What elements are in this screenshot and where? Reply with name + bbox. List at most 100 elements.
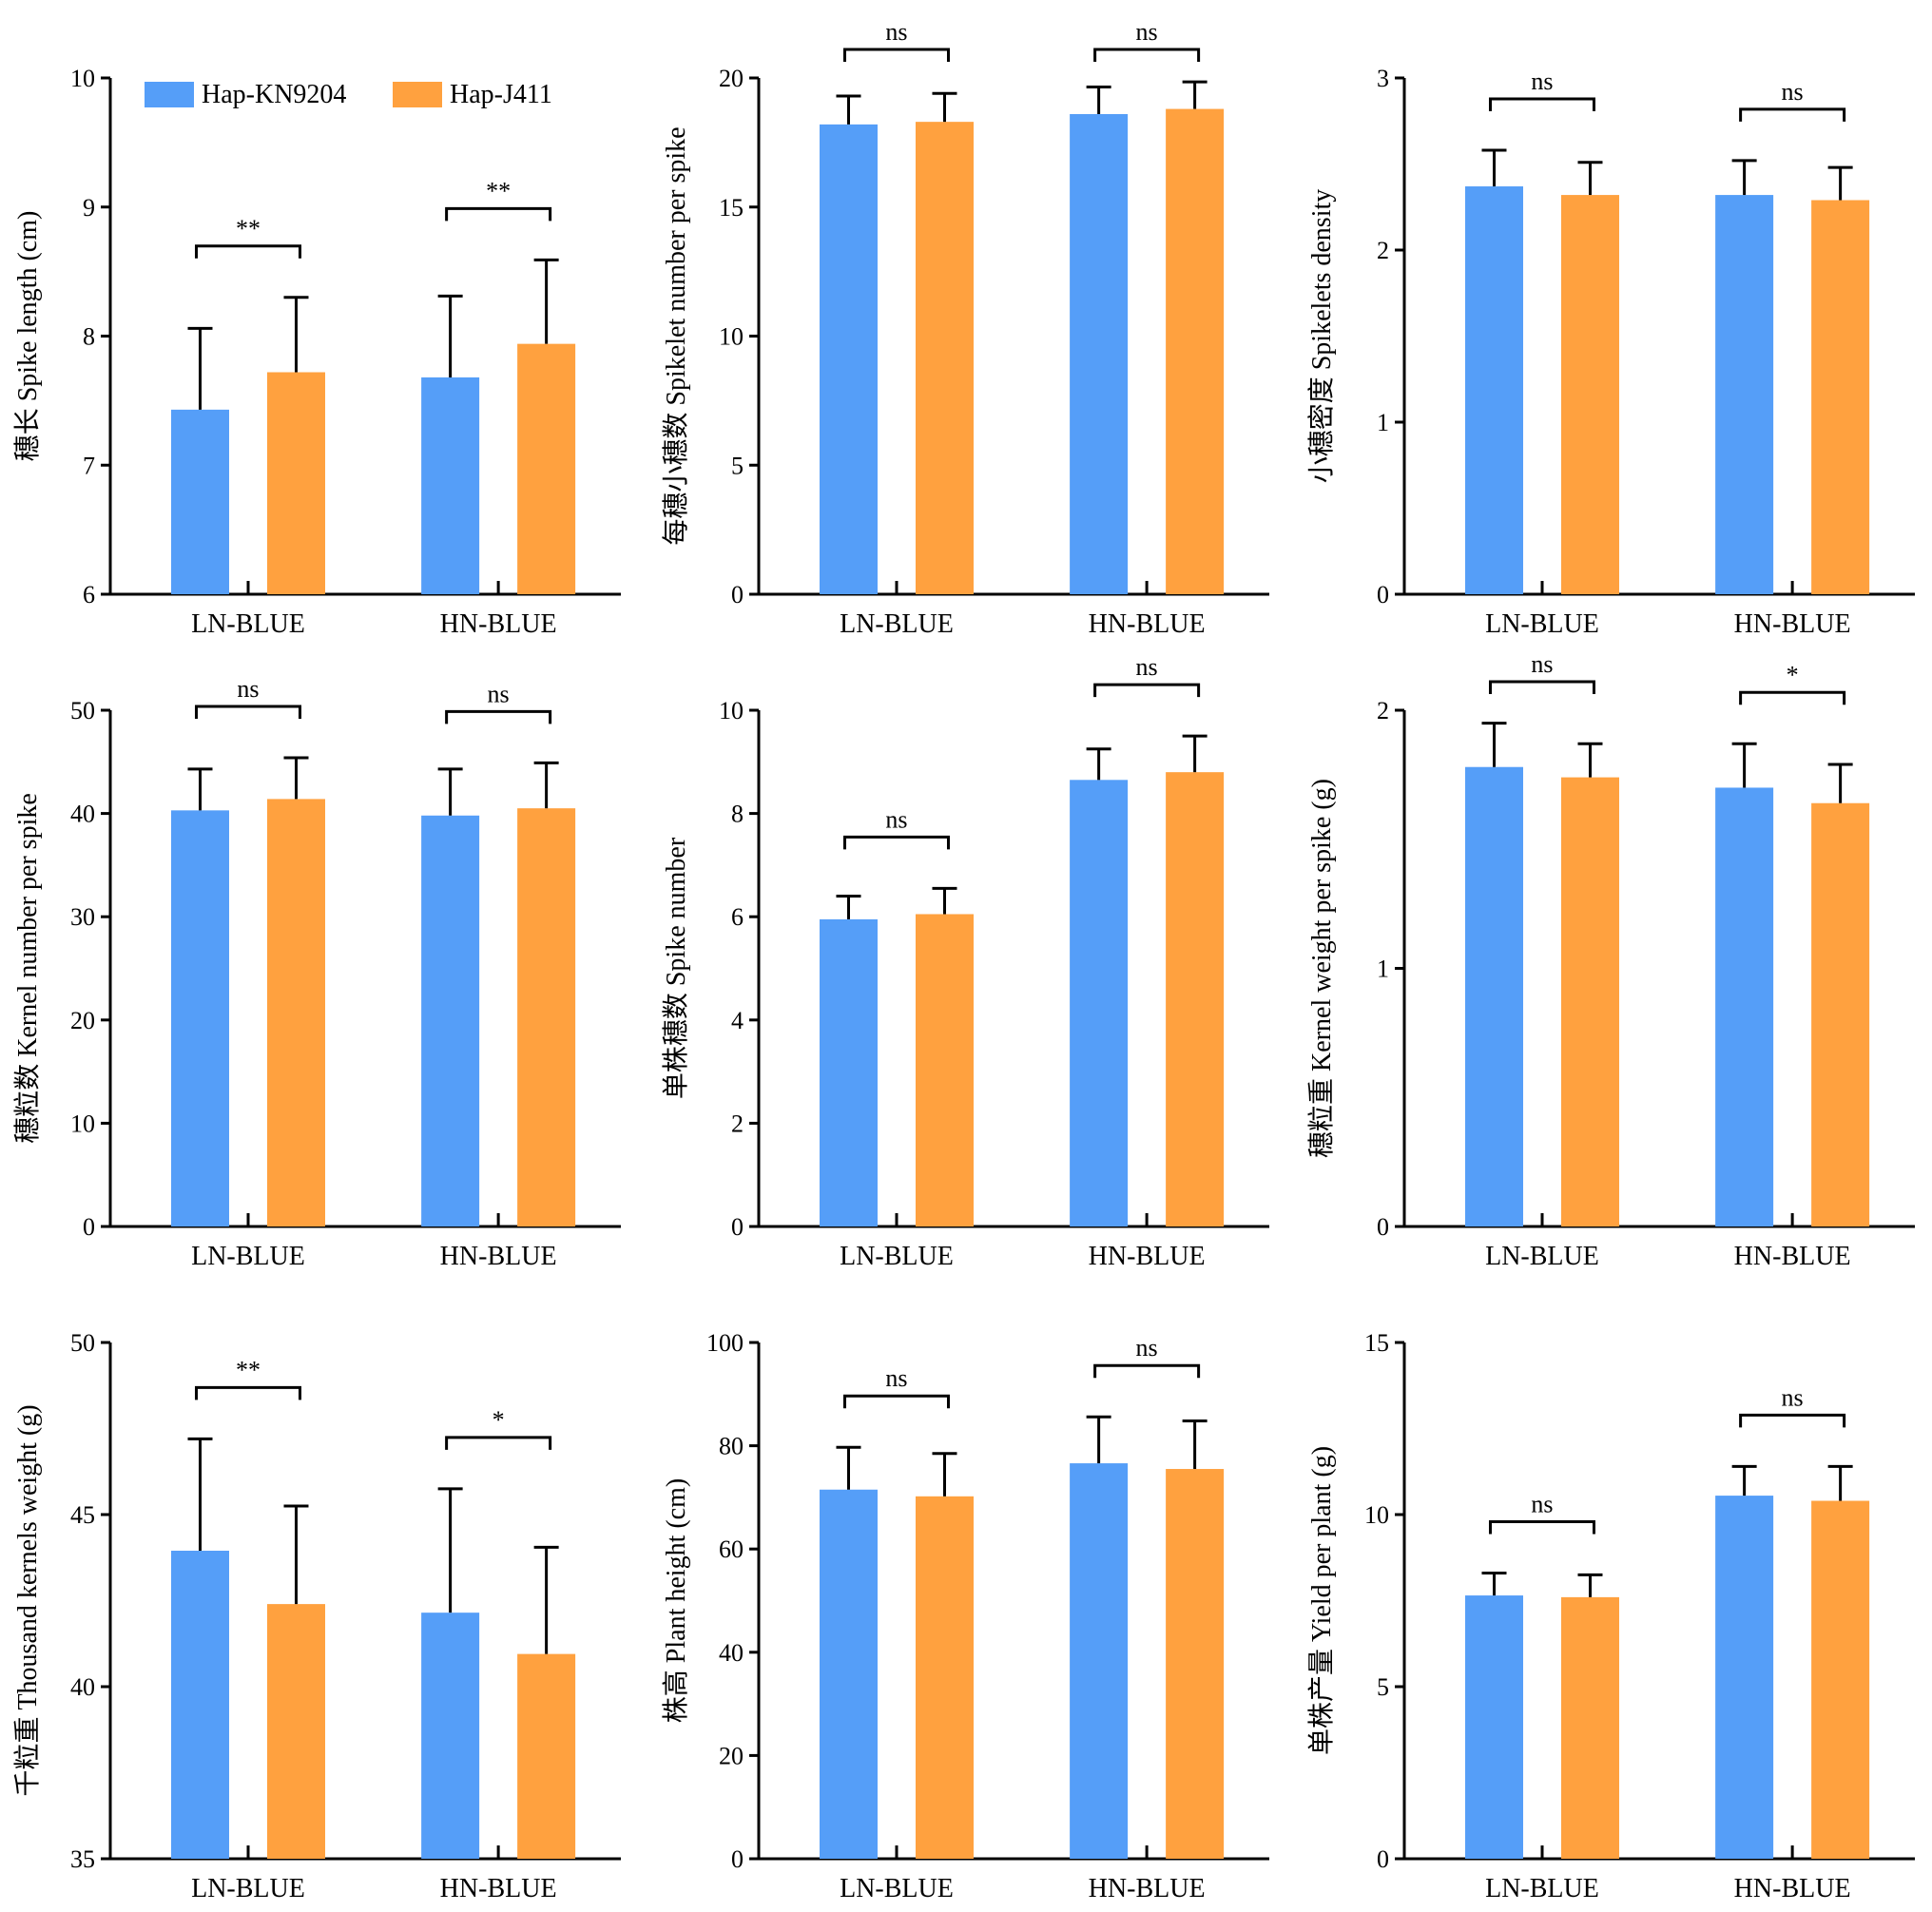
bar-hap-kn9204 [819, 1489, 878, 1859]
bar-hap-kn9204 [819, 918, 878, 1226]
y-tick-label: 10 [1364, 1501, 1389, 1529]
x-category-label: HN-BLUE [440, 1242, 557, 1271]
y-tick-label: 6 [731, 903, 744, 931]
y-tick-label: 8 [731, 801, 744, 828]
y-tick-label: 40 [70, 1673, 95, 1701]
y-axis-title: 穗粒重 Kernel weight per spike (g) [1306, 779, 1337, 1158]
panel-3: 0 1 2 3 小穗密度 Spikelets density LN-BLUE ns HN-BL… [1306, 65, 1915, 639]
bar-hap-j411 [1166, 1469, 1225, 1859]
y-tick-label: 0 [1377, 1213, 1389, 1241]
y-tick-label: 50 [70, 697, 95, 724]
significance-bracket [842, 835, 950, 850]
y-tick-label: 1 [1377, 956, 1389, 983]
significance-bracket [194, 244, 301, 259]
significance-label: * [493, 1406, 505, 1434]
significance-bracket [445, 709, 552, 724]
y-tick-label: 1 [1377, 409, 1389, 436]
significance-label: ns [885, 1364, 907, 1392]
x-category-label: HN-BLUE [1734, 609, 1851, 639]
bar-hap-kn9204 [170, 810, 229, 1226]
bar-hap-j411 [266, 1604, 325, 1859]
bar-hap-kn9204 [1715, 195, 1774, 594]
legend-swatch [145, 82, 194, 107]
y-tick-label: 2 [731, 1110, 744, 1137]
x-category-label: LN-BLUE [1485, 1874, 1599, 1903]
x-category-label: HN-BLUE [1734, 1874, 1851, 1903]
bar-hap-kn9204 [170, 409, 229, 594]
legend-label: Hap-J411 [450, 80, 552, 109]
y-tick-label: 5 [1377, 1673, 1389, 1701]
significance-label: ns [1136, 18, 1158, 46]
bar-hap-kn9204 [1464, 1595, 1523, 1859]
y-tick-label: 40 [70, 801, 95, 828]
y-axis-title: 单株产量 Yield per plant (g) [1306, 1446, 1337, 1755]
panel-1: 6 7 8 9 10 穗长 Spike length (cm) LN-BLUE ** HN-BL… [12, 65, 621, 639]
significance-bracket [1488, 1520, 1595, 1535]
bar-hap-kn9204 [1715, 787, 1774, 1226]
y-tick-label: 50 [70, 1329, 95, 1357]
y-tick-label: 4 [731, 1007, 744, 1034]
bar-hap-kn9204 [819, 124, 878, 594]
bar-hap-j411 [1560, 1596, 1619, 1859]
bar-hap-kn9204 [421, 377, 480, 594]
x-category-label: LN-BLUE [1485, 1242, 1599, 1271]
y-tick-label: 10 [719, 697, 744, 724]
significance-bracket [1739, 1413, 1846, 1428]
y-axis-title: 穗长 Spike length (cm) [12, 211, 43, 462]
significance-label: ns [1136, 1334, 1158, 1362]
bar-hap-j411 [266, 372, 325, 594]
y-tick-label: 9 [83, 194, 95, 222]
bar-hap-j411 [1811, 1500, 1870, 1859]
panel-4: 0 10 20 30 40 50 穗粒数 Kernel number per spike LN… [12, 675, 621, 1271]
y-tick-label: 20 [70, 1007, 95, 1034]
x-category-label: LN-BLUE [840, 1242, 954, 1271]
bar-hap-j411 [517, 808, 576, 1226]
bar-hap-j411 [1560, 777, 1619, 1226]
y-tick-label: 0 [731, 1845, 744, 1873]
bar-hap-kn9204 [170, 1551, 229, 1859]
significance-label: ns [885, 805, 907, 833]
panel-5: 0 2 4 6 8 10 单株穗数 Spike number LN-BLUE ns HN-BLUE… [661, 653, 1269, 1271]
significance-bracket [1739, 107, 1846, 122]
y-tick-label: 10 [719, 323, 744, 351]
y-tick-label: 2 [1377, 697, 1389, 724]
x-category-label: HN-BLUE [1734, 1242, 1851, 1271]
bar-hap-j411 [1166, 772, 1225, 1226]
significance-bracket [1488, 97, 1595, 112]
bar-hap-j411 [517, 1653, 576, 1859]
y-tick-label: 40 [719, 1639, 744, 1667]
x-category-label: HN-BLUE [440, 1874, 557, 1903]
y-tick-label: 15 [719, 194, 744, 222]
significance-label: ns [1782, 1383, 1804, 1411]
significance-label: ns [1531, 1491, 1553, 1518]
y-tick-label: 0 [731, 581, 744, 608]
y-tick-label: 0 [1377, 1845, 1389, 1873]
significance-bracket [194, 1385, 301, 1400]
bar-hap-kn9204 [421, 815, 480, 1226]
y-axis-title: 千粒重 Thousand kernels weight (g) [12, 1404, 43, 1796]
y-tick-label: 20 [719, 65, 744, 92]
y-tick-label: 35 [70, 1845, 95, 1873]
bar-hap-kn9204 [1070, 114, 1129, 594]
significance-label: ns [1782, 78, 1804, 106]
bar-hap-j411 [915, 914, 974, 1226]
y-tick-label: 30 [70, 903, 95, 931]
bar-hap-j411 [1166, 108, 1225, 594]
significance-label: ns [885, 18, 907, 46]
legend-swatch [393, 82, 442, 107]
significance-label: ns [1531, 68, 1553, 95]
panel-9: 0 5 10 15 单株产量 Yield per plant (g) LN-BLUE ns H… [1306, 1329, 1915, 1903]
panel-7: 35 40 45 50 千粒重 Thousand kernels weight (g) L… [12, 1329, 621, 1903]
y-tick-label: 10 [70, 1110, 95, 1137]
y-axis-title: 每穗小穗数 Spikelet number per spike [661, 126, 691, 545]
x-category-label: HN-BLUE [1089, 1242, 1206, 1271]
y-tick-label: 0 [83, 1213, 95, 1241]
significance-bracket [1093, 1363, 1201, 1379]
legend-label: Hap-KN9204 [202, 80, 346, 109]
y-tick-label: 2 [1377, 237, 1389, 264]
y-tick-label: 15 [1364, 1329, 1389, 1357]
significance-bracket [1739, 690, 1846, 705]
significance-label: ns [1136, 653, 1158, 681]
significance-label: ns [1531, 650, 1553, 678]
